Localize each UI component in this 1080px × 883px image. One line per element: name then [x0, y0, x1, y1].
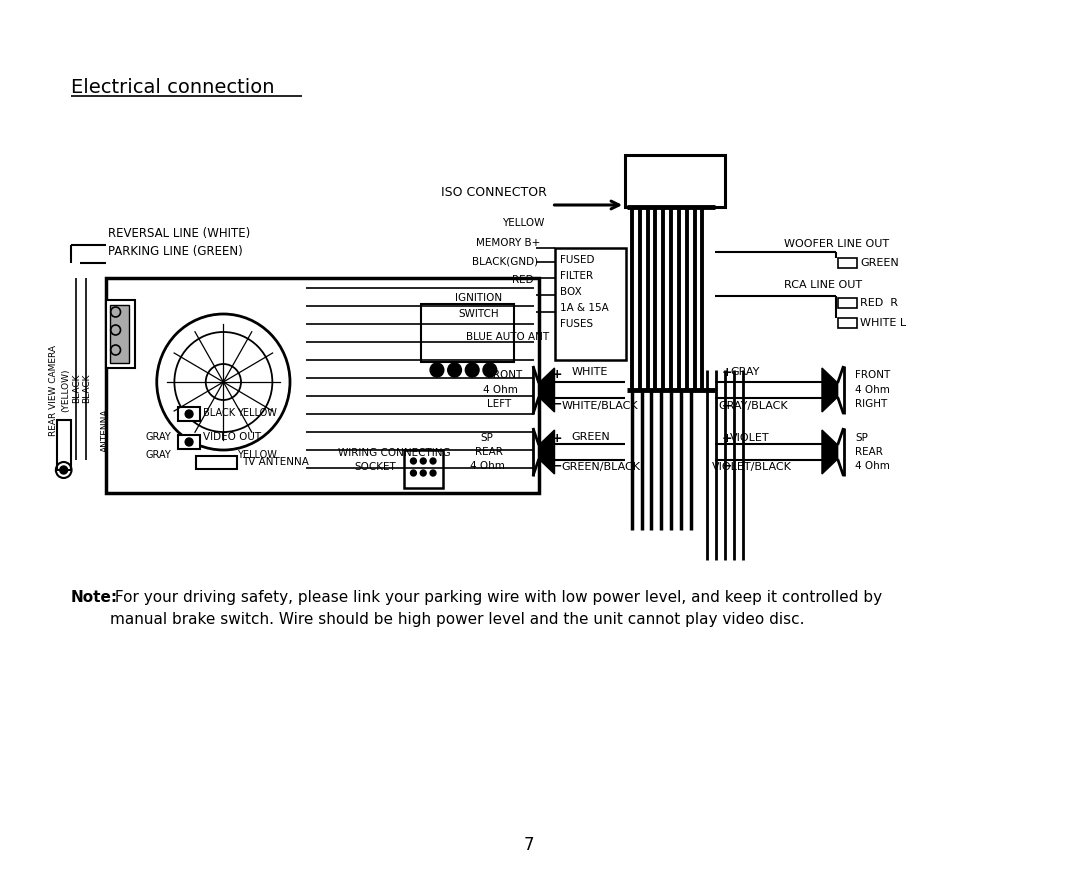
Text: Electrical connection: Electrical connection	[70, 78, 274, 97]
Text: 4 Ohm: 4 Ohm	[855, 461, 890, 471]
Text: RED: RED	[512, 275, 534, 285]
Text: 4 Ohm: 4 Ohm	[855, 385, 890, 395]
Text: WIRING CONNECTING: WIRING CONNECTING	[338, 448, 450, 458]
Text: +: +	[723, 366, 732, 379]
Polygon shape	[539, 430, 554, 474]
Bar	[838, 258, 858, 268]
Text: RED  R: RED R	[860, 298, 899, 308]
Text: 4 Ohm: 4 Ohm	[483, 385, 518, 395]
Text: GRAY: GRAY	[146, 432, 172, 442]
Text: SWITCH: SWITCH	[459, 309, 499, 319]
Text: −: −	[723, 459, 732, 472]
Circle shape	[410, 470, 417, 476]
Text: GREEN: GREEN	[860, 258, 899, 268]
Text: REAR VIEW CAMERA: REAR VIEW CAMERA	[50, 344, 58, 435]
Text: BOX: BOX	[561, 287, 582, 297]
Text: WOOFER LINE OUT: WOOFER LINE OUT	[784, 239, 889, 249]
Bar	[404, 450, 443, 488]
Circle shape	[185, 410, 193, 418]
Text: SP: SP	[855, 433, 868, 443]
Text: YELLOW: YELLOW	[501, 218, 544, 228]
Text: ANTENNA: ANTENNA	[102, 408, 110, 452]
Bar	[838, 318, 858, 328]
Text: 7: 7	[524, 836, 535, 854]
Text: SOCKET: SOCKET	[354, 462, 396, 472]
Text: SP: SP	[480, 433, 492, 443]
Bar	[625, 155, 725, 207]
Text: LEFT: LEFT	[487, 399, 511, 409]
Circle shape	[465, 363, 480, 377]
Text: −: −	[552, 397, 562, 411]
Text: +: +	[552, 368, 563, 381]
Text: BLACK: BLACK	[72, 374, 81, 403]
Bar	[106, 278, 539, 493]
Text: WHITE/BLACK: WHITE/BLACK	[562, 401, 638, 411]
Circle shape	[420, 470, 427, 476]
Text: FUSED: FUSED	[561, 255, 595, 265]
Text: FRONT: FRONT	[855, 370, 891, 380]
Circle shape	[430, 363, 444, 377]
Text: WHITE: WHITE	[571, 367, 608, 377]
Circle shape	[430, 470, 436, 476]
Polygon shape	[822, 368, 838, 412]
Bar	[178, 435, 200, 449]
Polygon shape	[822, 430, 838, 474]
Bar	[106, 300, 135, 368]
Text: TV ANTENNA: TV ANTENNA	[242, 457, 309, 467]
Text: +: +	[723, 432, 732, 444]
Polygon shape	[539, 368, 554, 412]
Text: GRAY: GRAY	[730, 367, 759, 377]
Circle shape	[430, 458, 436, 464]
Text: 1A & 15A: 1A & 15A	[561, 303, 609, 313]
Bar	[838, 298, 858, 308]
Text: ISO CONNECTOR: ISO CONNECTOR	[441, 186, 546, 200]
Text: GRAY: GRAY	[146, 450, 172, 460]
Circle shape	[420, 458, 427, 464]
Text: VIOLET/BLACK: VIOLET/BLACK	[712, 462, 792, 472]
Bar	[110, 305, 130, 363]
Text: BLUE AUTO ANT: BLUE AUTO ANT	[467, 332, 550, 342]
Text: BLACK: BLACK	[82, 374, 91, 403]
Text: RIGHT: RIGHT	[855, 399, 888, 409]
Text: REVERSAL LINE (WHITE): REVERSAL LINE (WHITE)	[108, 227, 249, 240]
Bar	[555, 248, 626, 360]
Text: VIDEO OUT: VIDEO OUT	[203, 432, 261, 442]
Text: REAR: REAR	[475, 447, 503, 457]
Text: FRONT: FRONT	[487, 370, 522, 380]
Text: For your driving safety, please link your parking wire with low power level, and: For your driving safety, please link you…	[110, 590, 882, 627]
Text: 4 Ohm: 4 Ohm	[470, 461, 505, 471]
Text: +: +	[552, 433, 563, 446]
Text: REAR: REAR	[855, 447, 883, 457]
Text: IGNITION: IGNITION	[455, 293, 502, 303]
Text: MEMORY B+: MEMORY B+	[476, 238, 540, 248]
Text: BLACK(GND): BLACK(GND)	[472, 257, 538, 267]
Circle shape	[448, 363, 461, 377]
Text: GREEN: GREEN	[571, 432, 610, 442]
Circle shape	[410, 458, 417, 464]
Text: GREEN/BLACK: GREEN/BLACK	[562, 462, 640, 472]
Bar	[57, 420, 70, 470]
Text: FILTER: FILTER	[561, 271, 594, 281]
Text: VIOLET: VIOLET	[730, 433, 770, 443]
Text: GRAY/BLACK: GRAY/BLACK	[718, 401, 787, 411]
Text: WHITE L: WHITE L	[860, 318, 906, 328]
Text: −: −	[723, 399, 732, 412]
Text: YELLOW: YELLOW	[238, 408, 276, 418]
Bar	[178, 407, 200, 421]
Text: BLACK: BLACK	[203, 408, 235, 418]
Text: PARKING LINE (GREEN): PARKING LINE (GREEN)	[108, 245, 243, 258]
Circle shape	[59, 466, 68, 474]
Text: YELLOW: YELLOW	[238, 450, 276, 460]
Text: FUSES: FUSES	[561, 319, 594, 329]
Circle shape	[483, 363, 497, 377]
Bar	[421, 304, 514, 362]
Bar	[195, 456, 238, 469]
Text: Note:: Note:	[70, 590, 118, 605]
Text: RCA LINE OUT: RCA LINE OUT	[784, 280, 862, 290]
Circle shape	[185, 438, 193, 446]
Text: (YELLOW): (YELLOW)	[62, 368, 70, 411]
Text: −: −	[552, 459, 562, 472]
